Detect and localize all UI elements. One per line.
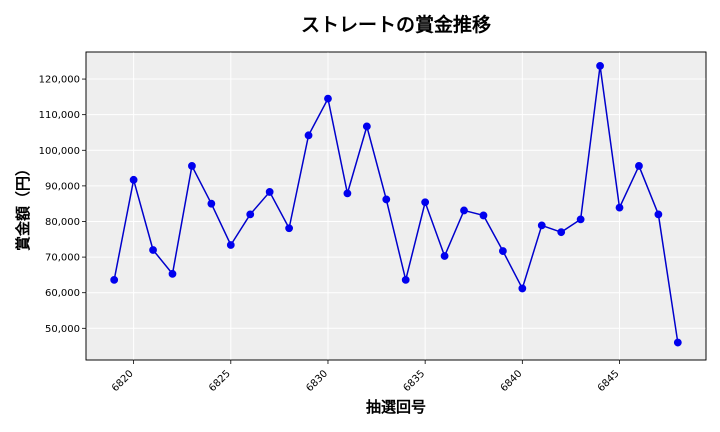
data-point [479, 211, 488, 220]
data-point [304, 131, 313, 140]
x-axis-label: 抽選回号 [366, 398, 426, 416]
data-point [207, 199, 216, 208]
data-point [188, 162, 196, 170]
data-point [498, 247, 507, 255]
data-point [654, 210, 663, 219]
data-point [343, 189, 352, 198]
data-point [265, 188, 274, 196]
series-line [113, 65, 679, 343]
data-point [557, 228, 566, 237]
y-axis-ticks: 50,000 60,000 70,000 80,000 90,000 100,000 110… [39, 75, 86, 335]
y-axis-label: 賞金額（円） [14, 161, 32, 251]
y-tick-label: 60,000 [45, 288, 80, 299]
chart-title: ストレートの賞金推移 [301, 13, 491, 36]
data-point [635, 162, 643, 170]
y-tick-label: 70,000 [45, 253, 80, 264]
data-point [421, 198, 430, 207]
y-tick-label: 100,000 [39, 146, 80, 157]
data-point [226, 241, 235, 249]
data-point [149, 246, 157, 254]
data-point [518, 284, 527, 293]
data-point [596, 61, 604, 70]
y-tick-label: 90,000 [45, 181, 80, 192]
data-point [285, 224, 294, 233]
series-layer [110, 61, 682, 347]
data-point [168, 269, 177, 278]
data-point [537, 221, 546, 230]
x-tick-label: 6840 [499, 368, 525, 394]
y-tick-label: 50,000 [45, 324, 80, 335]
x-tick-label: 6825 [207, 368, 233, 394]
data-point [440, 252, 449, 260]
data-point [246, 210, 255, 219]
data-point [324, 94, 332, 103]
x-tick-label: 6845 [596, 368, 622, 394]
x-axis-ticks: 6820 6825 6830 6835 6840 6845 [110, 360, 622, 394]
plot-frame [85, 51, 707, 361]
data-point [460, 206, 468, 215]
data-point [673, 338, 682, 347]
y-tick-label: 120,000 [39, 75, 80, 86]
x-tick-label: 6820 [110, 368, 136, 394]
data-point [615, 203, 624, 212]
data-point [382, 195, 391, 204]
y-tick-label: 110,000 [39, 110, 80, 121]
x-tick-label: 6830 [304, 368, 330, 394]
data-point [129, 175, 138, 184]
data-point [576, 215, 585, 224]
data-point [362, 122, 371, 131]
data-point [401, 275, 410, 284]
x-tick-label: 6835 [401, 368, 427, 394]
y-tick-label: 80,000 [45, 217, 80, 228]
data-point [110, 275, 119, 284]
plot-area [85, 51, 707, 361]
